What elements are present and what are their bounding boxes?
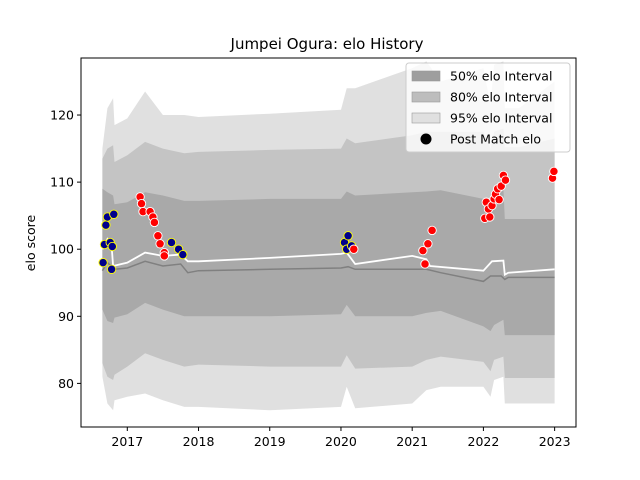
y-tick-label-80: 80 — [58, 376, 74, 391]
x-tick-label-2021: 2021 — [396, 434, 428, 449]
post-match-point-0 — [98, 257, 108, 268]
x-tick-label-2023: 2023 — [539, 434, 571, 449]
post-match-point-5 — [106, 264, 117, 274]
axes: 2017 2018 2019 2020 2021 2022 2023 80 90 100 110 12… — [50, 57, 577, 449]
legend-box — [405, 62, 571, 153]
x-tick-label-2019: 2019 — [254, 434, 286, 449]
y-tick-label-120: 120 — [50, 108, 74, 123]
y-axis-label: elo score — [23, 215, 38, 272]
legend-swatch-2 — [411, 112, 441, 124]
y-tick-label-90: 90 — [58, 309, 74, 324]
post-match-point-20 — [178, 249, 188, 260]
post-match-point-29 — [427, 225, 437, 236]
axes-frame — [80, 57, 577, 428]
legend-label-2: 95% elo Interval — [450, 111, 552, 126]
legend-swatch-1 — [411, 91, 441, 103]
post-match-point-2 — [101, 220, 111, 230]
chart-title: Jumpei Ogura: elo History — [230, 35, 424, 53]
median-elo-line — [101, 260, 555, 283]
post-match-point-25 — [349, 244, 359, 254]
post-match-point-28 — [423, 239, 433, 249]
y-tick-label-100: 100 — [50, 242, 74, 257]
x-tick-label-2020: 2020 — [325, 434, 357, 449]
x-tick-label-2018: 2018 — [183, 434, 215, 449]
legend: 50% elo Interval 80% elo Interval 95% elo … — [405, 62, 571, 153]
post-match-point-23 — [343, 231, 353, 241]
legend-swatch-0 — [411, 70, 441, 82]
post-match-point-9 — [136, 198, 147, 209]
post-match-point-41 — [500, 175, 511, 185]
x-tick-label-2017: 2017 — [111, 434, 143, 449]
post-match-point-38 — [494, 194, 504, 205]
y-tick-label-110: 110 — [50, 175, 74, 190]
post-match-point-13 — [149, 217, 160, 228]
post-match-point-7 — [109, 209, 119, 219]
post-match-point-15 — [155, 239, 165, 249]
legend-marker-3 — [420, 133, 432, 145]
post-match-point-18 — [166, 237, 177, 248]
post-match-point-33 — [485, 212, 495, 222]
post-match-point-17 — [159, 251, 169, 261]
x-tick-label-2022: 2022 — [468, 434, 500, 449]
legend-label-3: Post Match elo — [450, 132, 541, 147]
post-match-point-43 — [549, 166, 559, 177]
band-50-interval — [102, 188, 555, 336]
post-match-point-14 — [153, 231, 163, 241]
post-match-point-27 — [420, 259, 430, 269]
post-match-point-26 — [418, 245, 428, 256]
legend-label-1: 80% elo Interval — [450, 90, 552, 105]
legend-label-0: 50% elo Interval — [450, 69, 552, 84]
post-match-point-6 — [107, 241, 117, 252]
mean-elo-line — [101, 237, 555, 277]
